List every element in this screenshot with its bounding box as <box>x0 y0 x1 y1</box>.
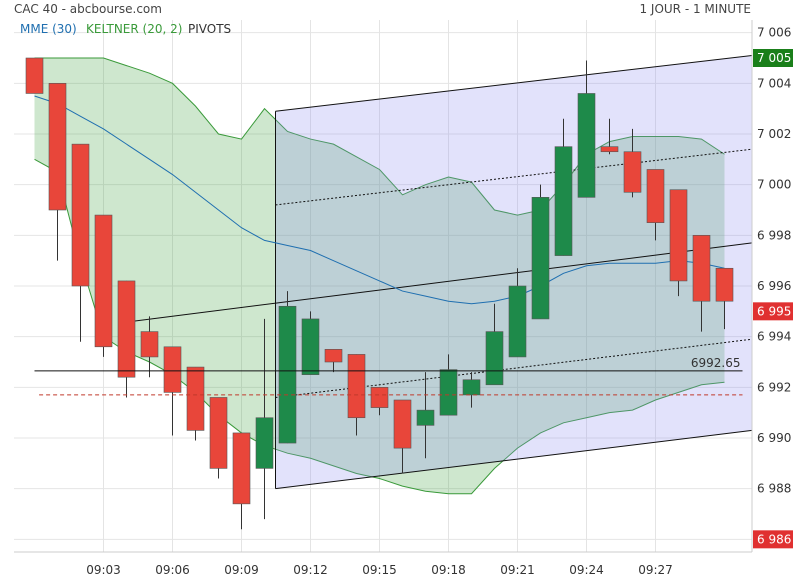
y-tick-label: 7 006 <box>757 26 791 40</box>
price-badge-label: 6 986 <box>757 532 791 546</box>
candle-body <box>416 409 435 426</box>
x-tick-label: 09:27 <box>638 563 673 577</box>
x-tick-label: 09:09 <box>224 563 259 577</box>
price-badge <box>753 49 793 67</box>
y-tick-label: 6 998 <box>757 228 791 242</box>
mme-line <box>34 95 725 305</box>
candle-body <box>186 366 205 431</box>
candle-body <box>623 151 642 193</box>
candle-body <box>209 397 228 469</box>
candle-body <box>94 214 113 348</box>
channel-mid-line <box>131 242 753 322</box>
candle-body <box>646 169 665 223</box>
candle-body <box>600 146 619 153</box>
candle-body <box>140 331 159 358</box>
price-badge <box>753 530 793 549</box>
candle-body <box>117 280 136 378</box>
candle-body <box>577 93 596 198</box>
candle-body <box>462 379 481 396</box>
x-tick-label: 09:15 <box>362 563 397 577</box>
candle-body <box>25 57 44 94</box>
candle-body <box>301 318 320 375</box>
indicator-legend: MME (30) KELTNER (20, 2) PIVOTS <box>20 22 231 36</box>
candlesticks <box>25 57 734 530</box>
chart-source: CAC 40 - abcbourse.com <box>14 2 162 16</box>
channel-lower-line <box>275 429 753 490</box>
candle-body <box>531 197 550 320</box>
x-tick-label: 09:21 <box>500 563 535 577</box>
x-tick-label: 09:18 <box>431 563 466 577</box>
legend-mme[interactable]: MME (30) <box>20 22 77 36</box>
x-tick-label: 09:24 <box>569 563 604 577</box>
candle-body <box>715 267 734 302</box>
y-tick-label: 6 988 <box>757 482 791 496</box>
candle-body <box>232 432 251 505</box>
candle-body <box>48 83 67 211</box>
y-tick-label: 7 000 <box>757 178 791 192</box>
candle-body <box>347 354 366 419</box>
candle-body <box>439 369 458 416</box>
x-tick-label: 09:12 <box>293 563 328 577</box>
candle-body <box>393 399 412 449</box>
price-badge-label: 6 995 <box>757 304 791 318</box>
candle-body <box>554 146 573 256</box>
price-badge <box>753 302 793 321</box>
y-tick-label: 7 002 <box>757 127 791 141</box>
x-tick-label: 09:03 <box>86 563 121 577</box>
keltner-fill <box>34 58 725 494</box>
candle-body <box>324 349 343 363</box>
candle-body <box>370 387 389 408</box>
y-tick-label: 7 004 <box>757 76 791 90</box>
pivot-lines: 6992.65 <box>34 356 743 396</box>
candle-body <box>71 143 90 287</box>
pivot-value-label: 6992.65 <box>691 356 741 370</box>
legend-pivots[interactable]: PIVOTS <box>188 22 231 36</box>
candle-body <box>255 417 274 469</box>
y-tick-label: 6 996 <box>757 279 791 293</box>
x-tick-label: 09:06 <box>155 563 190 577</box>
grid <box>14 20 752 552</box>
legend-keltner[interactable]: KELTNER (20, 2) <box>86 22 182 36</box>
candle-body <box>692 235 711 302</box>
y-tick-label: 6 992 <box>757 380 791 394</box>
candle-body <box>485 331 504 386</box>
channel-upper-line <box>275 54 753 112</box>
y-tick-label: 6 990 <box>757 431 791 445</box>
price-badge-label: 7 005 <box>757 51 791 65</box>
candle-body <box>278 305 297 444</box>
chart-period: 1 JOUR - 1 MINUTE <box>639 2 751 16</box>
candle-body <box>669 189 688 282</box>
mme-polyline <box>34 95 725 305</box>
axes: 6 986 6 988 6 990 6 992 6 994 6 996 6 998 7 000… <box>14 20 793 577</box>
y-tick-label: 6 994 <box>757 330 791 344</box>
candle-body <box>508 285 527 358</box>
candle-body <box>163 346 182 393</box>
